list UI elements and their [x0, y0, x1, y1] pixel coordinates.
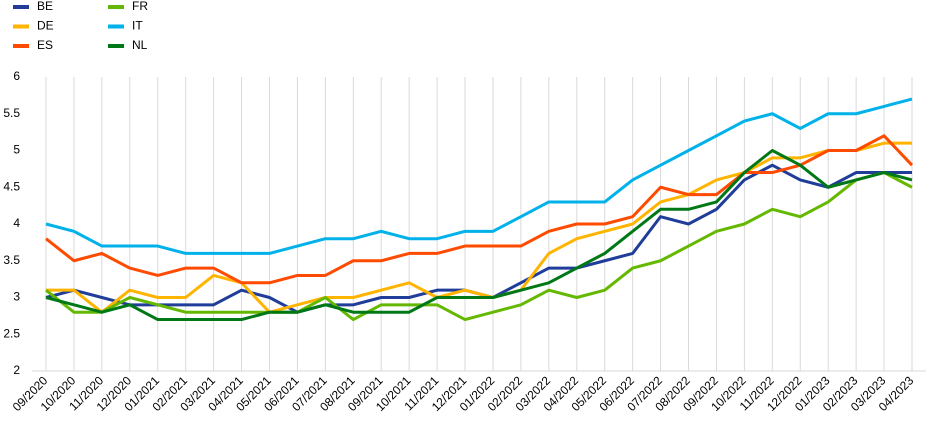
legend-label: ES [37, 38, 53, 52]
series-line [45, 97, 913, 255]
y-tick-label: 3 [13, 290, 20, 304]
legend-label: DE [37, 19, 54, 33]
legend-label: IT [132, 19, 143, 33]
series-line [46, 141, 912, 314]
y-tick-label: 4 [13, 216, 20, 230]
y-tick-label: 4.5 [3, 179, 20, 193]
series-line [45, 163, 912, 314]
y-tick-label: 2 [13, 363, 20, 377]
y-tick-label: 3.5 [3, 253, 20, 267]
y-tick-label: 5.5 [3, 106, 20, 120]
series-line [45, 171, 913, 322]
legend-label: BE [37, 0, 53, 13]
series-line [45, 149, 913, 322]
y-tick-label: 2.5 [3, 326, 20, 340]
y-tick-label: 5 [13, 143, 20, 157]
legend-label: NL [132, 38, 148, 52]
y-tick-label: 6 [13, 69, 20, 83]
legend-label: FR [132, 0, 148, 13]
series-line [45, 134, 914, 285]
